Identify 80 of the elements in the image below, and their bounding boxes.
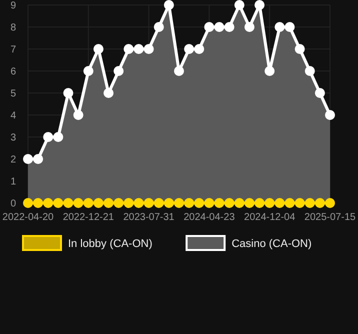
- x-tick-label: 2024-04-23: [184, 212, 236, 223]
- point: [104, 88, 114, 98]
- x-tick-label: 2023-07-31: [123, 212, 175, 223]
- point: [93, 198, 104, 208]
- point: [124, 44, 134, 54]
- point: [93, 44, 104, 54]
- point: [174, 198, 184, 208]
- point: [294, 44, 305, 54]
- y-tick-label: 4: [10, 110, 16, 122]
- y-tick-label: 0: [10, 198, 16, 210]
- point: [43, 198, 54, 208]
- legend-label: In lobby (CA-ON): [68, 238, 152, 250]
- x-tick-label: 2022-04-20: [2, 212, 54, 223]
- point: [83, 198, 94, 208]
- point: [23, 198, 33, 208]
- y-tick-label: 2: [10, 154, 16, 166]
- point: [204, 22, 214, 32]
- point: [184, 44, 194, 54]
- point: [314, 198, 325, 208]
- point: [194, 44, 204, 54]
- point: [244, 22, 254, 32]
- point: [244, 198, 254, 208]
- point: [194, 198, 204, 208]
- y-tick-label: 9: [10, 0, 16, 12]
- point: [43, 132, 54, 142]
- point: [254, 0, 265, 10]
- point: [164, 0, 174, 10]
- point: [124, 198, 134, 208]
- point: [234, 0, 244, 10]
- point: [214, 22, 224, 32]
- point: [154, 22, 164, 32]
- point: [254, 198, 265, 208]
- point: [184, 198, 194, 208]
- point: [73, 110, 84, 120]
- point: [33, 154, 44, 164]
- point: [164, 198, 174, 208]
- y-tick-label: 3: [10, 132, 16, 144]
- y-tick-label: 5: [10, 88, 16, 100]
- point: [284, 22, 295, 32]
- point: [304, 198, 315, 208]
- point: [144, 44, 154, 54]
- point: [304, 66, 315, 76]
- x-tick-label: 2025-07-15: [304, 212, 356, 223]
- point: [114, 66, 124, 76]
- x-tick-label: 2024-12-04: [244, 212, 296, 223]
- legend-label: Casino (CA-ON): [232, 238, 312, 250]
- y-tick-label: 7: [10, 44, 16, 56]
- point: [325, 198, 335, 208]
- point: [224, 22, 234, 32]
- point: [53, 132, 64, 142]
- point: [73, 198, 84, 208]
- point: [134, 198, 144, 208]
- point: [274, 198, 285, 208]
- point: [264, 198, 275, 208]
- point: [314, 88, 325, 98]
- point: [234, 198, 244, 208]
- point: [63, 198, 74, 208]
- point: [114, 198, 124, 208]
- point: [53, 198, 64, 208]
- point: [104, 198, 114, 208]
- point: [23, 154, 33, 164]
- point: [204, 198, 214, 208]
- point: [264, 66, 275, 76]
- point: [134, 44, 144, 54]
- y-tick-label: 6: [10, 66, 16, 78]
- y-tick-label: 8: [10, 22, 16, 34]
- point: [284, 198, 295, 208]
- point: [154, 198, 164, 208]
- point: [325, 110, 335, 120]
- point: [174, 66, 184, 76]
- point: [144, 198, 154, 208]
- point: [214, 198, 224, 208]
- point: [294, 198, 305, 208]
- x-tick-label: 2022-12-21: [62, 212, 114, 223]
- point: [83, 66, 94, 76]
- point: [274, 22, 285, 32]
- point: [33, 198, 44, 208]
- point: [63, 88, 74, 98]
- y-tick-label: 1: [10, 176, 16, 188]
- point: [224, 198, 234, 208]
